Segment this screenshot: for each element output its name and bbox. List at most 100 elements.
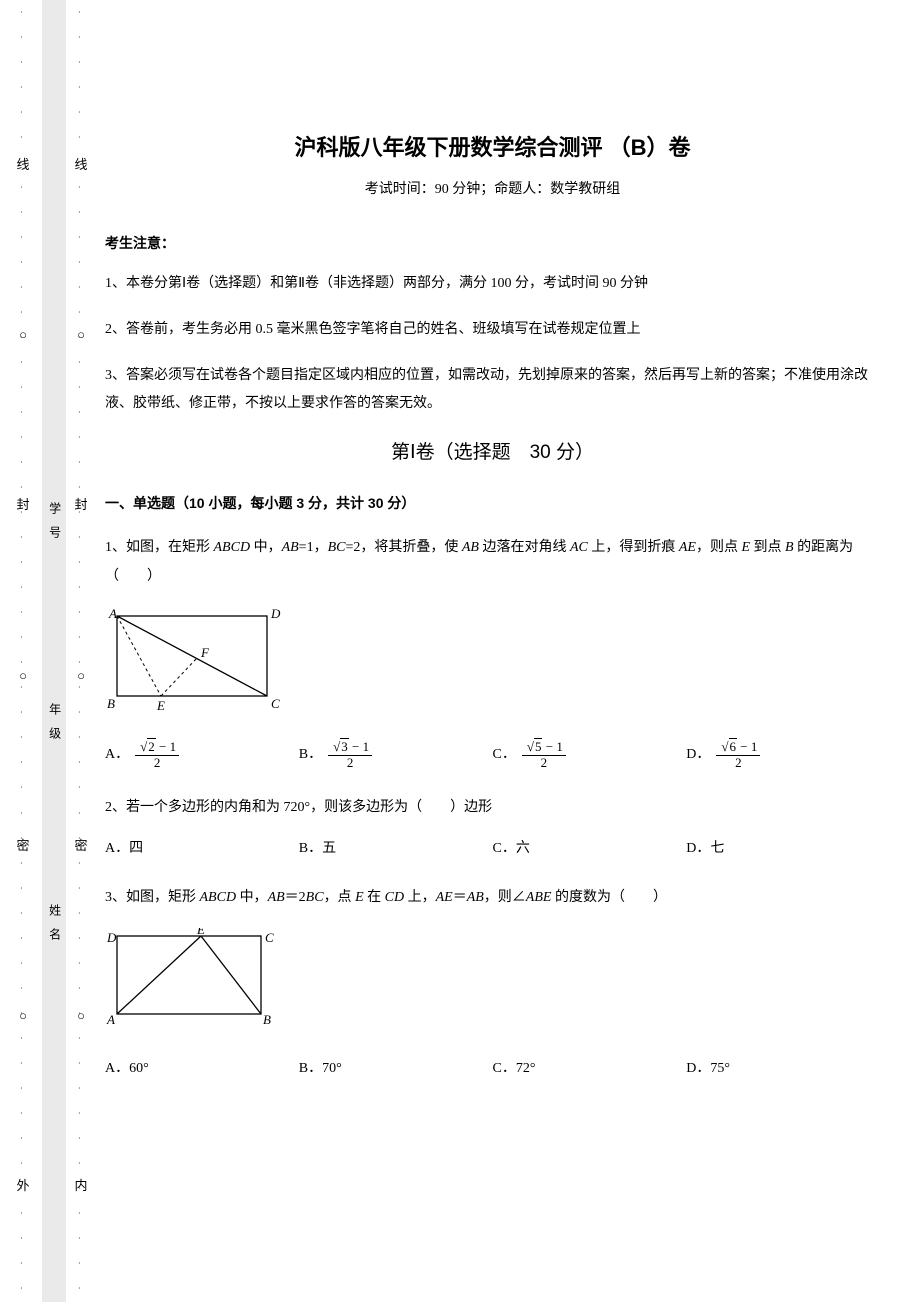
q1-text: 到点 (750, 540, 785, 555)
q3-choices: A．60° B．70° C．72° D．75° (105, 1058, 880, 1080)
inner-char: 线 (74, 155, 87, 176)
q3-figure: D C A B E (105, 928, 880, 1040)
fraction: 2 − 1 2 (135, 740, 179, 771)
fig-label: A (106, 1012, 115, 1027)
q3-text: ，则∠ (484, 890, 526, 905)
margin-outer-labels: 线 ○ 封 ○ 密 ○ 外 (8, 0, 38, 1302)
page-subtitle: 考试时间：90 分钟；命题人：数学教研组 (105, 179, 880, 201)
q3-var: ABCD (200, 890, 237, 905)
notice-heading: 考生注意： (105, 234, 880, 256)
q3-var: AB (467, 890, 484, 905)
q3-var: ABE (526, 890, 552, 905)
inner-char: 封 (74, 495, 87, 516)
choice-c: C．72° (493, 1058, 687, 1080)
fig-label: E (196, 928, 205, 937)
choice-a: A． 2 − 1 2 (105, 740, 299, 771)
fig-label: F (200, 645, 210, 660)
q3-var: BC (306, 890, 324, 905)
q1-text: 边落在对角线 (479, 540, 570, 555)
q1-var: E (741, 540, 750, 555)
outer-char: 封 (16, 495, 29, 516)
choice-a: A．60° (105, 1058, 299, 1080)
fraction: 5 − 1 2 (522, 740, 566, 771)
choice-b: B．70° (299, 1058, 493, 1080)
outer-char: 密 (16, 836, 29, 857)
q3-text: ＝ (453, 890, 467, 905)
q1-var: AC (570, 540, 588, 555)
gray-label: 年 级 (44, 703, 63, 739)
q1-var: ABCD (214, 540, 251, 555)
question-3: 3、如图，矩形 ABCD 中，AB＝2BC，点 E 在 CD 上，AE＝AB，则… (105, 883, 880, 912)
inner-char: ○ (77, 1006, 85, 1027)
q1-choices: A． 2 − 1 2 B． 3 − 1 2 C． 5 − 1 2 D． 6 − … (105, 740, 880, 771)
choice-b: B．五 (299, 838, 493, 860)
q1-text: =1， (299, 540, 328, 555)
q1-svg: A D B C E F (105, 608, 283, 714)
notice-item: 1、本卷分第Ⅰ卷（选择题）和第Ⅱ卷（非选择题）两部分，满分 100 分，考试时间… (105, 270, 880, 298)
q1-text: 1、如图，在矩形 (105, 540, 214, 555)
page-content: 沪科版八年级下册数学综合测评 （B）卷 考试时间：90 分钟；命题人：数学教研组… (105, 130, 900, 1103)
q3-text: 中， (236, 890, 268, 905)
q3-var: AE (436, 890, 453, 905)
fig-label: B (263, 1012, 271, 1027)
choice-a: A．四 (105, 838, 299, 860)
gray-label: 学 号 (44, 502, 63, 538)
choice-label: B． (299, 744, 322, 766)
choice-d: D．七 (686, 838, 880, 860)
q1-figure: A D B C E F (105, 608, 880, 722)
notice-item: 3、答案必须写在试卷各个题目指定区域内相应的位置，如需改动，先划掉原来的答案，然… (105, 362, 880, 418)
choice-d: D． 6 − 1 2 (686, 740, 880, 771)
question-2: 2、若一个多边形的内角和为 720°，则该多边形为（ ）边形 (105, 793, 880, 822)
inner-char: ○ (77, 325, 85, 346)
choice-label: D． (686, 744, 710, 766)
inner-char: 密 (74, 836, 87, 857)
gray-label: 姓 名 (44, 904, 63, 940)
subsection-heading: 一、单选题（10 小题，每小题 3 分，共计 30 分） (105, 492, 880, 514)
q1-var: AB (462, 540, 479, 555)
q3-text: 的度数为（ ） (551, 890, 667, 905)
q1-var: AE (679, 540, 696, 555)
q1-text: 中， (250, 540, 282, 555)
choice-c: C． 5 − 1 2 (493, 740, 687, 771)
fraction: 6 − 1 2 (716, 740, 760, 771)
choice-c: C．六 (493, 838, 687, 860)
q1-var: AB (282, 540, 299, 555)
q3-var: CD (385, 890, 404, 905)
outer-char: 外 (16, 1176, 29, 1197)
fig-label: D (270, 608, 281, 621)
q3-text: 在 (364, 890, 385, 905)
q1-text: =2，将其折叠，使 (345, 540, 461, 555)
outer-char: ○ (19, 1006, 27, 1027)
q2-choices: A．四 B．五 C．六 D．七 (105, 838, 880, 860)
choice-label: C． (493, 744, 516, 766)
inner-char: 内 (74, 1176, 87, 1197)
q1-text: ，则点 (696, 540, 742, 555)
margin-gray-labels: 学 号 年 级 姓 名 (42, 0, 66, 1302)
q3-svg: D C A B E (105, 928, 275, 1032)
question-1: 1、如图，在矩形 ABCD 中，AB=1，BC=2，将其折叠，使 AB 边落在对… (105, 533, 880, 592)
q3-text: 上， (404, 890, 436, 905)
fig-label: D (106, 930, 117, 945)
fig-label: C (271, 696, 280, 711)
q1-var: BC (328, 540, 346, 555)
fraction: 3 − 1 2 (328, 740, 372, 771)
outer-char: ○ (19, 666, 27, 687)
outer-char: ○ (19, 325, 27, 346)
fig-label: A (108, 608, 117, 621)
page-title: 沪科版八年级下册数学综合测评 （B）卷 (105, 130, 880, 165)
section-title: 第Ⅰ卷（选择题 30 分） (105, 438, 880, 468)
q3-var: E (355, 890, 364, 905)
notice-item: 2、答卷前，考生务必用 0.5 毫米黑色签字笔将自己的姓名、班级填写在试卷规定位… (105, 316, 880, 344)
q3-text: ＝2 (285, 890, 306, 905)
inner-char: ○ (77, 666, 85, 687)
q3-var: AB (268, 890, 285, 905)
q3-text: 3、如图，矩形 (105, 890, 200, 905)
choice-label: A． (105, 744, 129, 766)
fig-label: E (156, 698, 165, 713)
fig-label: C (265, 930, 274, 945)
outer-char: 线 (16, 155, 29, 176)
q1-text: 上，得到折痕 (588, 540, 679, 555)
margin-inner-labels: 线 ○ 封 ○ 密 ○ 内 (66, 0, 96, 1302)
q1-var: B (785, 540, 794, 555)
choice-d: D．75° (686, 1058, 880, 1080)
